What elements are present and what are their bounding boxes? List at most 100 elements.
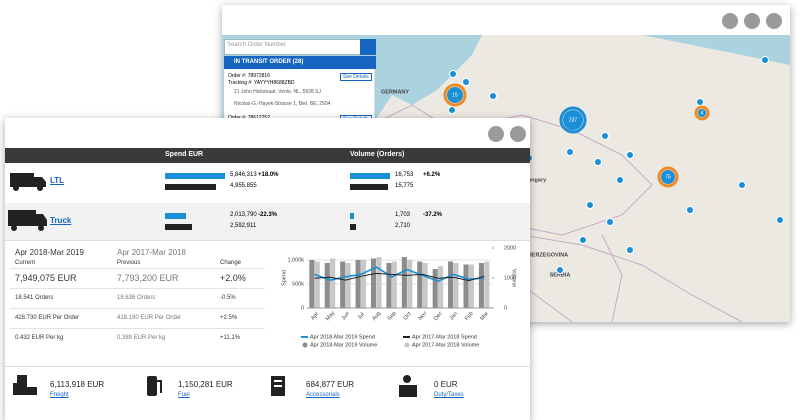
map-label: SERBIA: [550, 272, 571, 278]
bar: [417, 261, 423, 308]
order-number: Order #: 78972816: [228, 73, 270, 79]
map-marker: [626, 151, 634, 159]
row-sep: [10, 328, 265, 329]
search-input[interactable]: Search Order Number: [227, 42, 287, 48]
bar: [453, 263, 459, 308]
cluster-count: 15: [452, 92, 458, 98]
bar: [350, 173, 390, 179]
cluster-count: 75: [665, 174, 671, 180]
x-tick-label: Jan: [449, 311, 459, 322]
footer-icons: [13, 375, 417, 397]
minimize-button[interactable]: [488, 126, 504, 142]
bar: [165, 213, 186, 219]
panel-title: IN TRANSIT ORDER (28): [234, 59, 304, 65]
bar: [165, 224, 192, 230]
value: 2,013,790: [230, 212, 257, 218]
y-tick-label: 1,000k: [287, 257, 304, 263]
cell: -0.5%: [220, 295, 236, 301]
y-tick-label: 500k: [292, 281, 304, 287]
map-marker: [738, 181, 746, 189]
change: -37.2%: [423, 212, 443, 218]
bar: [438, 266, 444, 308]
cluster: [657, 166, 679, 188]
footer-link[interactable]: Freight: [50, 392, 69, 398]
bar: [324, 263, 330, 308]
cell: +2.5%: [220, 315, 238, 321]
cell: 428.730 EUR Per Order: [15, 315, 80, 321]
cell: 0.432 EUR Per kg: [15, 335, 64, 341]
x-tick-label: Aug: [371, 311, 382, 322]
map-marker: [594, 158, 602, 166]
column-header: Volume (Orders): [350, 151, 405, 158]
row-sep: [10, 288, 265, 289]
bar: [376, 257, 382, 308]
x-tick-label: Oct: [403, 311, 413, 322]
cluster: [563, 110, 583, 130]
row-sep: [10, 268, 265, 269]
bar: [386, 263, 392, 308]
footer-amount: 684,877 EUR: [306, 380, 355, 389]
cluster-count: 4: [701, 110, 704, 116]
cell: +2.0%: [220, 273, 246, 283]
bar: [468, 264, 474, 308]
bar: [165, 184, 216, 190]
bar: [360, 260, 367, 308]
cell: 18,541 Orders: [15, 295, 54, 301]
footer-amount: 1,150,281 EUR: [178, 380, 233, 389]
cluster: [559, 106, 587, 134]
map-marker: [606, 218, 614, 226]
change: -22.3%: [258, 212, 278, 218]
column-header: Previous: [117, 260, 141, 266]
row-link[interactable]: LTL: [50, 176, 65, 185]
map-marker: [696, 98, 704, 106]
value: 2,592,911: [230, 223, 257, 229]
y2-tick-label: 1000: [504, 275, 516, 281]
bar: [407, 260, 413, 308]
value: 2,710: [395, 223, 411, 229]
bar: [350, 224, 357, 230]
cluster: [447, 87, 463, 103]
x-tick-label: Nov: [418, 310, 429, 322]
bar: [350, 213, 355, 219]
cluster: [698, 109, 706, 117]
maximize-button[interactable]: [510, 126, 526, 142]
x-tick-label: May: [325, 310, 336, 322]
x-tick-label: Jun: [341, 311, 351, 322]
map-marker: [448, 106, 456, 114]
cell: 7,949,075 EUR: [15, 273, 77, 283]
x-tick-label: Sep: [387, 311, 398, 322]
minimize-button[interactable]: [722, 13, 738, 29]
cell: 7,793,200 EUR: [117, 273, 179, 283]
map-marker: [586, 201, 594, 209]
footer-link[interactable]: Fuel: [178, 392, 190, 398]
cluster: [694, 105, 710, 121]
x-tick-label: Dec: [433, 310, 444, 322]
row-link[interactable]: Truck: [50, 216, 72, 225]
map-marker: [556, 266, 564, 274]
close-button[interactable]: [766, 13, 782, 29]
column-header: Change: [220, 260, 242, 266]
value: 16,753: [395, 172, 414, 178]
search-button[interactable]: [360, 39, 376, 55]
map-marker: [616, 176, 624, 184]
y2-tick-label: 0: [504, 305, 507, 311]
bar: [340, 261, 346, 308]
line: [314, 266, 485, 282]
details-button[interactable]: See Details: [340, 73, 372, 81]
footer-link[interactable]: Duty/Taxes: [434, 392, 464, 398]
maximize-button[interactable]: [744, 13, 760, 29]
map-marker: [761, 56, 769, 64]
map-label: Hungary: [524, 177, 547, 183]
bar: [432, 269, 438, 308]
dashboard-window: Spend EUR Volume (Orders) LTL 5,846,313 +1…: [5, 118, 530, 420]
bar: [484, 261, 490, 308]
legend-label: Apr 2017-Mar 2018 Volume: [412, 342, 479, 348]
period-label: Apr 2017-Mar 2018: [117, 248, 186, 257]
footer-link[interactable]: Accessorials: [306, 392, 340, 398]
legend-label: Apr 2018-Mar 2019 Spend: [310, 334, 375, 340]
cluster-count: 237: [569, 117, 578, 123]
footer-amount: 0 EUR: [434, 380, 458, 389]
bar: [401, 257, 407, 308]
chart: 0 500k 1,000k 0 1000 2000 Spend Volume Apr May Jun…: [281, 245, 516, 348]
